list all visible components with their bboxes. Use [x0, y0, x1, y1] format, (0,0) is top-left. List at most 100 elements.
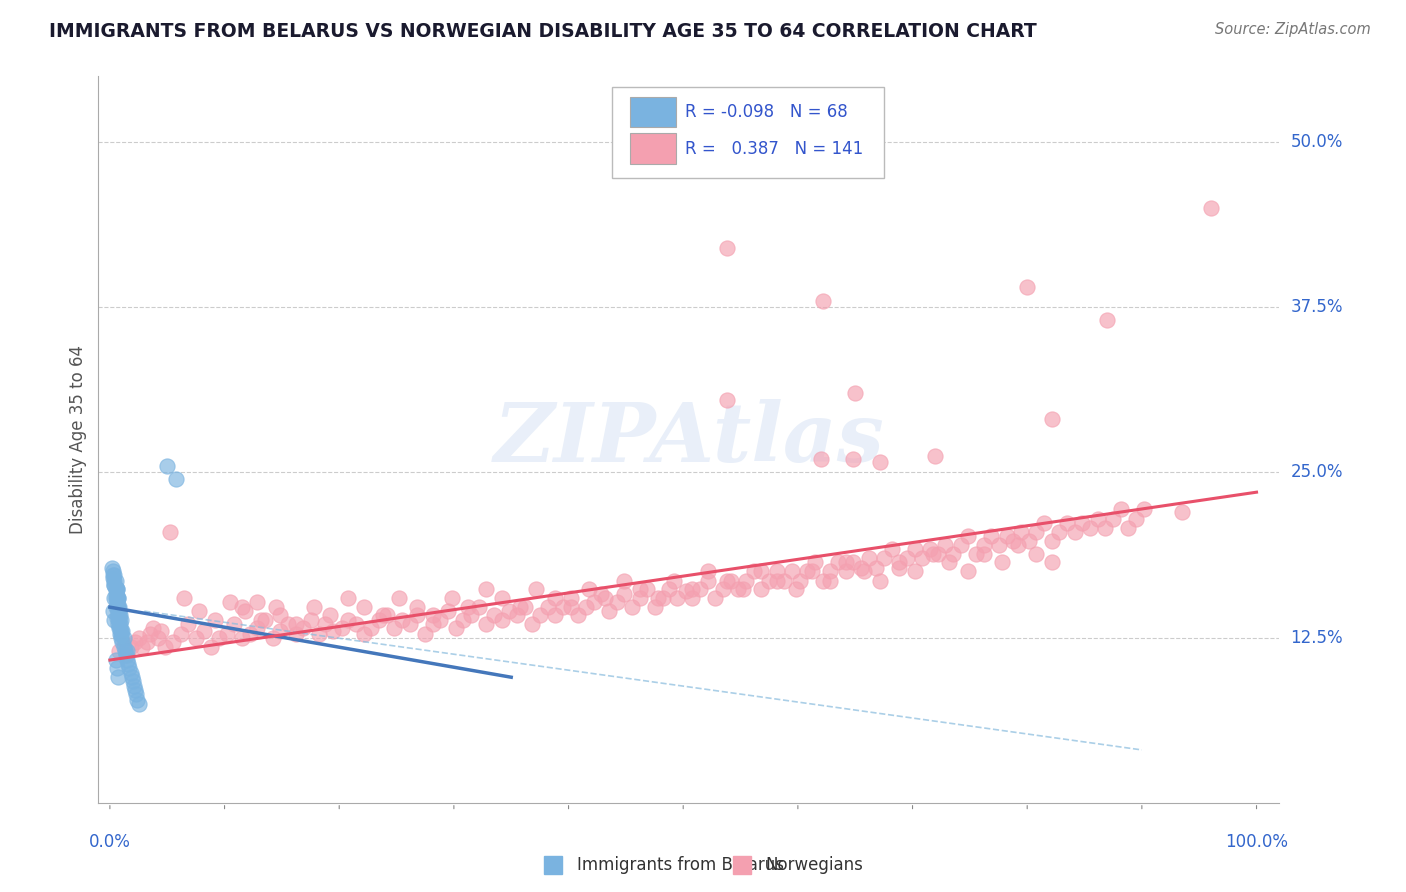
- Point: [284, 617, 307, 632]
- Point: [811, 293, 834, 308]
- Point: [105, 661, 128, 675]
- Point: [117, 657, 139, 671]
- Point: [104, 591, 127, 605]
- Point: [716, 574, 738, 588]
- Point: [560, 600, 582, 615]
- Point: [636, 582, 658, 596]
- Point: [849, 560, 872, 574]
- Point: [593, 591, 616, 605]
- Point: [177, 617, 200, 632]
- Point: [1087, 511, 1109, 525]
- Point: [904, 565, 927, 579]
- Point: [250, 614, 273, 628]
- Point: [115, 644, 138, 658]
- Point: [789, 574, 811, 588]
- Point: [1078, 521, 1101, 535]
- Point: [835, 565, 858, 579]
- Point: [115, 648, 138, 662]
- Point: [662, 574, 685, 588]
- Point: [101, 560, 124, 574]
- Point: [1056, 516, 1078, 530]
- Point: [165, 472, 187, 486]
- Point: [644, 600, 666, 615]
- Point: [979, 529, 1001, 543]
- Point: [1018, 534, 1040, 549]
- Point: [1097, 313, 1119, 327]
- Point: [498, 604, 520, 618]
- Point: [666, 591, 689, 605]
- Point: [103, 614, 125, 628]
- Point: [219, 595, 242, 609]
- Point: [938, 555, 960, 569]
- Point: [727, 582, 749, 596]
- Point: [457, 600, 479, 615]
- Point: [322, 624, 344, 638]
- Point: [110, 624, 132, 638]
- Point: [1047, 524, 1070, 539]
- Point: [104, 600, 127, 615]
- Point: [156, 458, 179, 473]
- Point: [291, 621, 314, 635]
- Point: [835, 555, 858, 569]
- Point: [388, 591, 411, 605]
- Point: [911, 551, 934, 566]
- Point: [371, 608, 394, 623]
- Point: [233, 604, 256, 618]
- Point: [105, 611, 128, 625]
- Point: [1171, 505, 1194, 519]
- Text: 25.0%: 25.0%: [1291, 463, 1343, 482]
- Point: [1007, 538, 1029, 552]
- Point: [239, 626, 262, 640]
- Point: [800, 565, 823, 579]
- Point: [1011, 524, 1033, 539]
- Point: [107, 604, 129, 618]
- Point: [253, 614, 276, 628]
- Point: [193, 624, 215, 638]
- Point: [818, 565, 841, 579]
- Point: [105, 595, 128, 609]
- Point: [104, 587, 127, 601]
- Point: [128, 697, 150, 711]
- Point: [103, 578, 125, 592]
- Point: [440, 591, 463, 605]
- Point: [506, 608, 529, 623]
- Point: [613, 587, 636, 601]
- Point: [1199, 201, 1222, 215]
- Point: [120, 666, 142, 681]
- Point: [869, 455, 891, 469]
- Point: [107, 600, 129, 615]
- Point: [804, 555, 827, 569]
- Point: [1042, 555, 1064, 569]
- Point: [353, 600, 375, 615]
- Point: [108, 604, 131, 618]
- Point: [231, 631, 253, 645]
- Point: [1042, 412, 1064, 426]
- Text: 12.5%: 12.5%: [1291, 629, 1343, 647]
- Point: [125, 687, 148, 701]
- Point: [1125, 511, 1147, 525]
- Point: [111, 634, 134, 648]
- Point: [720, 574, 742, 588]
- Point: [299, 614, 322, 628]
- Point: [1109, 502, 1132, 516]
- Point: [277, 617, 299, 632]
- Point: [509, 600, 531, 615]
- Point: [827, 555, 849, 569]
- Text: Source: ZipAtlas.com: Source: ZipAtlas.com: [1215, 22, 1371, 37]
- Text: R =   0.387   N = 141: R = 0.387 N = 141: [685, 139, 863, 158]
- Point: [110, 614, 132, 628]
- Point: [620, 600, 643, 615]
- Point: [107, 600, 129, 615]
- Point: [200, 640, 222, 654]
- Point: [567, 608, 589, 623]
- Point: [103, 578, 125, 592]
- Point: [368, 614, 391, 628]
- Point: [647, 591, 669, 605]
- Point: [520, 617, 543, 632]
- Point: [922, 547, 945, 561]
- Point: [108, 621, 131, 635]
- Point: [107, 608, 129, 623]
- Point: [697, 574, 720, 588]
- Point: [413, 626, 436, 640]
- Point: [987, 538, 1010, 552]
